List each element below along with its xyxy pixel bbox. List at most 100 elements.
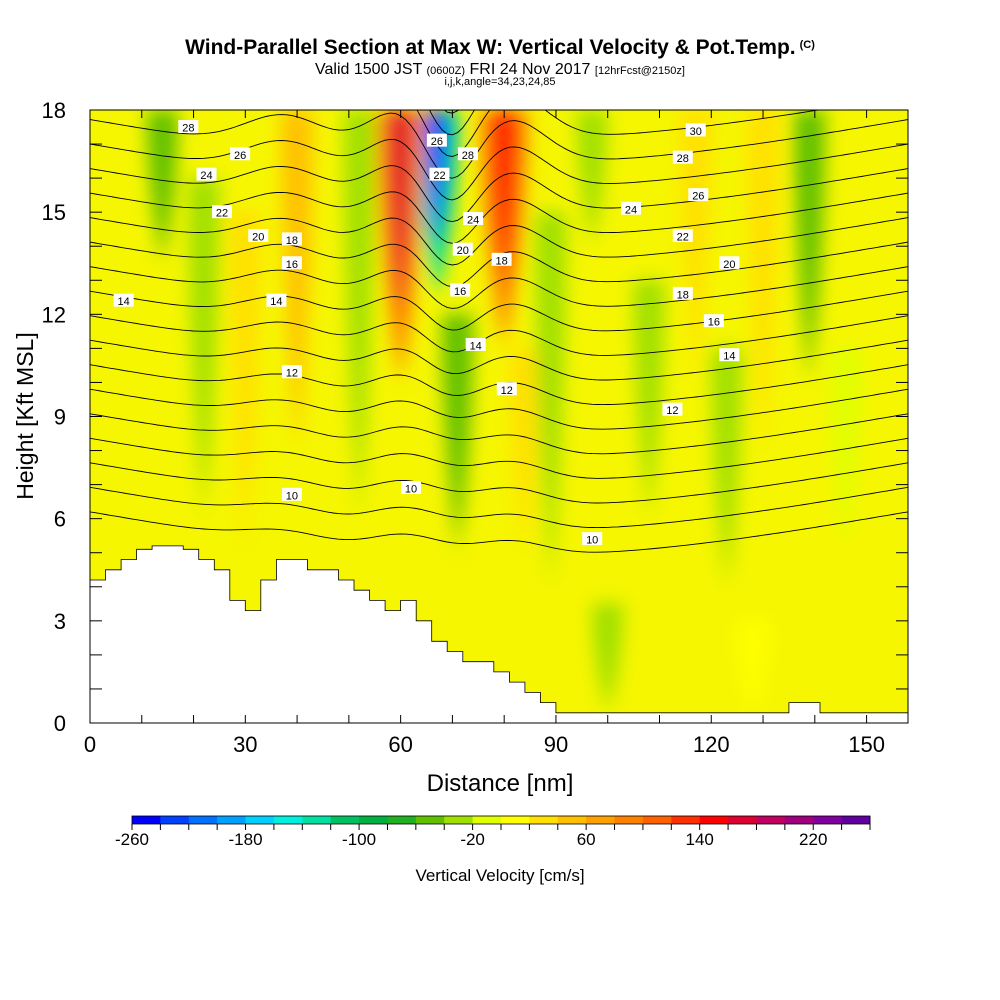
contour-label-text: 18 <box>286 235 298 247</box>
colorbar: -260 -180 -100 -20 60 140 220 <box>115 815 871 849</box>
contour-label-text: 10 <box>405 484 417 496</box>
contour-label-box <box>281 232 302 246</box>
contour-label-text: 14 <box>270 296 282 308</box>
contour-label: 26 <box>230 147 251 162</box>
contour-label: 14 <box>113 293 134 308</box>
velocity-core <box>388 110 413 315</box>
contour-label: 28 <box>178 120 199 135</box>
contour-label-box <box>463 211 484 225</box>
colorbar-tick-label: -20 <box>460 830 485 849</box>
colorbar-swatch <box>160 816 190 824</box>
velocity-plumes <box>146 110 862 713</box>
contour-label-box <box>178 120 199 134</box>
colorbar-swatch <box>642 816 672 824</box>
contour-label-box <box>266 293 287 307</box>
contour-label-text: 26 <box>234 150 246 162</box>
contour-label-text: 30 <box>690 126 702 138</box>
colorbar-swatch <box>671 816 701 824</box>
theta-contour-line <box>90 315 908 356</box>
x-tick-label: 0 <box>84 732 96 757</box>
contour-label: 14 <box>719 348 740 363</box>
velocity-plume <box>680 110 712 383</box>
contour-label: 28 <box>457 147 478 162</box>
contour-label-box <box>465 337 486 351</box>
contour-label-box <box>703 314 724 328</box>
theta-contour-line <box>90 217 908 266</box>
contour-label: 10 <box>400 481 421 496</box>
contour-label: 20 <box>452 242 473 257</box>
contour-label-text: 22 <box>216 208 228 220</box>
contour-label: 22 <box>212 205 233 220</box>
contour-label-text: 12 <box>286 368 298 380</box>
contour-label-box <box>230 147 251 161</box>
contour-label: 14 <box>266 293 287 308</box>
contour-label-box <box>719 348 740 362</box>
colorbar-swatch <box>699 816 729 824</box>
contour-label-text: 22 <box>677 232 689 244</box>
contour-label-text: 16 <box>708 317 720 329</box>
contour-label-box <box>248 229 269 243</box>
contour-label-box <box>672 150 693 164</box>
contour-label-text: 14 <box>723 351 735 363</box>
colorbar-swatch <box>586 816 616 824</box>
contour-label: 12 <box>496 382 517 397</box>
copyright-mark: (C) <box>799 39 815 51</box>
contour-label: 16 <box>703 314 724 329</box>
contour-label-text: 28 <box>182 123 194 135</box>
contour-label: 12 <box>662 402 683 417</box>
x-tick-label: 30 <box>233 732 257 757</box>
plot-area: 28 26 24 22 20 18 16 14 14 12 10 10 26 28 22 24 20 18 16 14… <box>42 98 909 757</box>
contour-label-text: 14 <box>470 340 482 352</box>
x-tick-label: 120 <box>693 732 730 757</box>
contour-label: 18 <box>281 232 302 247</box>
contour-label-text: 18 <box>495 255 507 267</box>
colorbar-tick-label: -100 <box>342 830 376 849</box>
velocity-core <box>492 110 516 289</box>
velocity-plume <box>535 212 567 587</box>
contour-label-box <box>429 167 450 181</box>
x-axis-label: Distance [nm] <box>427 770 574 797</box>
x-tick-label: 150 <box>848 732 885 757</box>
axis-ticks: 0 30 60 90 120 150 0 3 6 9 12 15 18 <box>42 98 908 757</box>
contour-label-box <box>426 133 447 147</box>
y-tick-label: 6 <box>54 507 66 532</box>
contour-label-box <box>400 481 421 495</box>
contour-label-text: 22 <box>433 170 445 182</box>
contour-label-box <box>672 286 693 300</box>
colorbar-swatch <box>813 816 843 824</box>
colorbar-swatch <box>359 816 388 824</box>
colorbar-tick-label: 60 <box>577 830 596 849</box>
colorbar-swatch <box>444 816 474 824</box>
velocity-plume <box>711 348 743 587</box>
colorbar-swatch <box>132 816 161 824</box>
contour-label: 10 <box>582 532 603 547</box>
contour-label-box <box>452 242 473 256</box>
colorbar-swatch <box>784 816 814 824</box>
colorbar-swatch <box>415 816 445 824</box>
velocity-plume <box>592 603 624 713</box>
colorbar-swatch <box>245 816 275 824</box>
theta-contour-line <box>90 486 908 529</box>
forecast-info: [12hrFcst@2150z] <box>594 65 685 77</box>
colorbar-swatch <box>501 816 530 824</box>
contour-label-text: 10 <box>286 490 298 502</box>
theta-contour-line <box>90 339 908 381</box>
theta-contour-line <box>90 511 908 553</box>
chart-subtitle: Valid 1500 JST (0600Z) FRI 24 Nov 2017 [… <box>0 61 1000 79</box>
contour-label: 20 <box>719 256 740 271</box>
velocity-plume <box>830 348 862 553</box>
colorbar-swatch <box>302 816 332 824</box>
contour-label: 14 <box>465 337 486 352</box>
contour-label-box <box>196 167 217 181</box>
contour-label: 22 <box>429 167 450 182</box>
contour-label-text: 12 <box>501 385 513 397</box>
contour-label: 24 <box>621 201 642 216</box>
contour-label: 16 <box>450 283 471 298</box>
theta-contour-line <box>429 110 623 136</box>
y-tick-label: 9 <box>54 405 66 430</box>
contour-label-box <box>719 256 740 270</box>
contour-label-box <box>491 252 512 266</box>
contour-label-text: 24 <box>625 204 637 216</box>
colorbar-swatch <box>728 816 757 824</box>
